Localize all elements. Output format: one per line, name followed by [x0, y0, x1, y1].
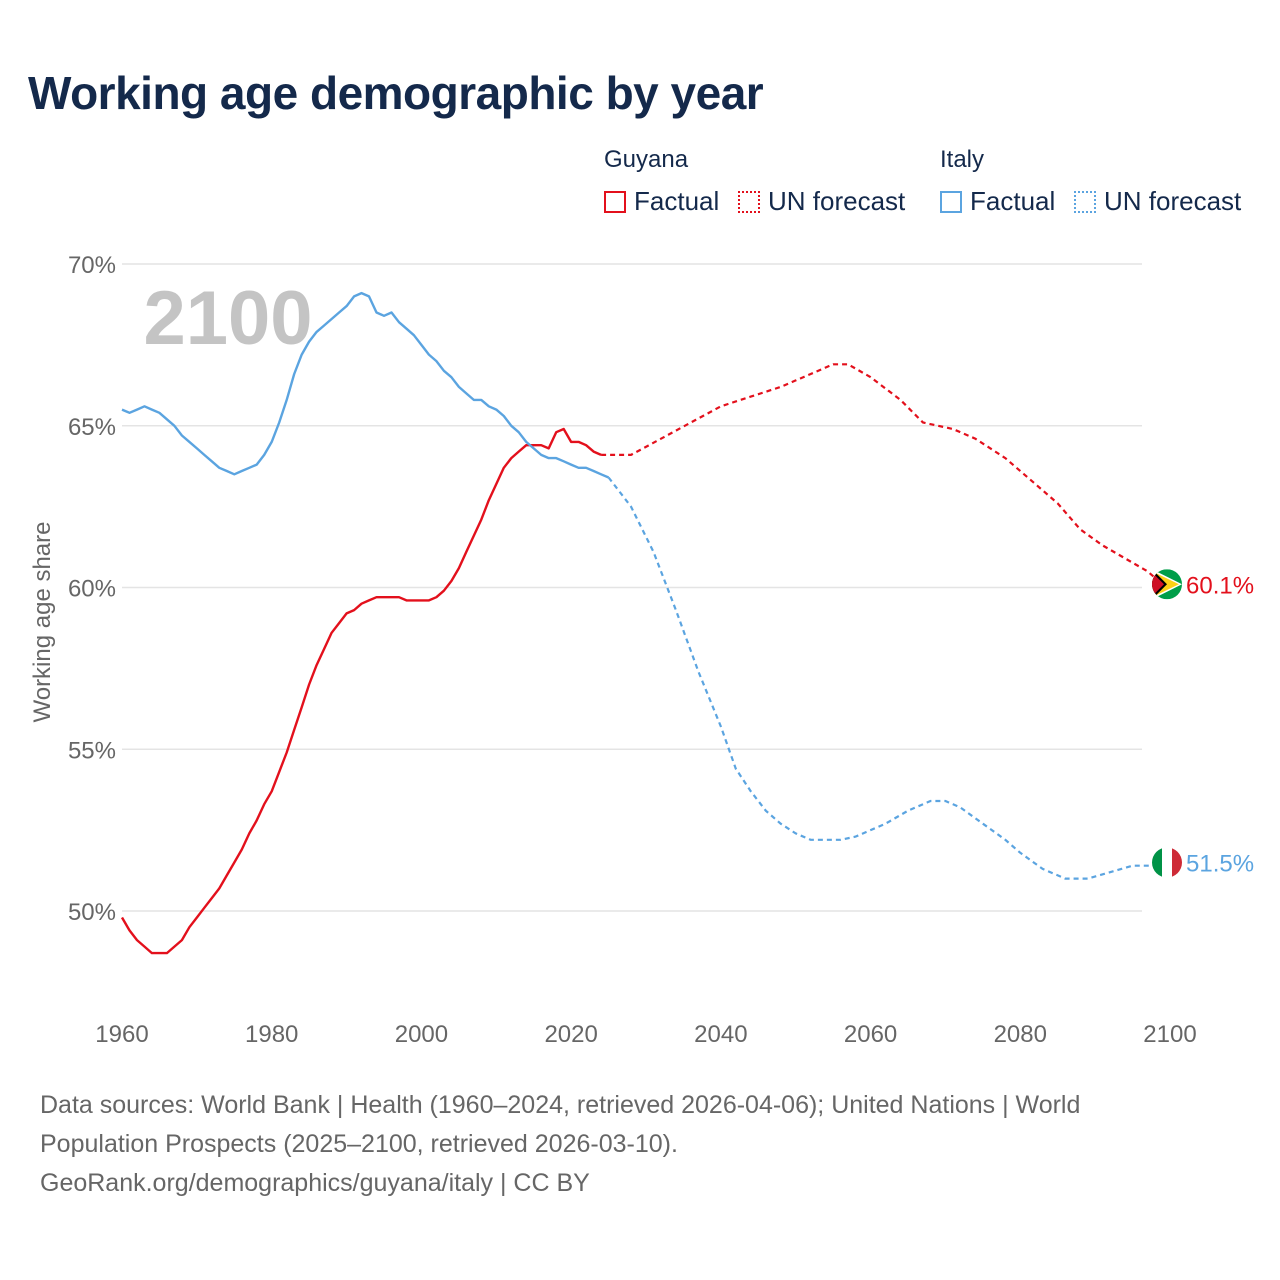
legend-italy-factual[interactable]: Factual: [940, 186, 1055, 217]
flag-body: [1152, 569, 1182, 600]
legend-guyana-forecast-label: UN forecast: [768, 186, 906, 216]
source-line-2: GeoRank.org/demographics/guyana/italy | …: [40, 1169, 590, 1197]
x-tick-label: 2040: [694, 1021, 747, 1048]
legend-swatch-italy-factual: [940, 190, 962, 213]
flag-red-triangle: [1152, 572, 1164, 597]
x-tick-label: 1980: [245, 1021, 298, 1048]
end-value-label-guyana: 60.1%: [1186, 572, 1254, 599]
flag-white-band: [1162, 847, 1172, 878]
flag-green-band: [1152, 847, 1162, 878]
x-tick-label: 2060: [844, 1021, 897, 1048]
legend-swatch-guyana-forecast: [738, 190, 760, 213]
legend-guyana-forecast[interactable]: UN forecast: [738, 186, 905, 217]
legend-italy-forecast-label: UN forecast: [1104, 186, 1242, 216]
series-line-guyana-forecast: [601, 363, 1170, 586]
grid-layer: [122, 263, 1142, 912]
series-line-guyana-factual: [120, 427, 602, 955]
flag-red-band: [1172, 847, 1182, 878]
legend-italy-factual-label: Factual: [970, 186, 1056, 216]
legend-swatch-italy-forecast: [1074, 190, 1096, 213]
italy-flag-icon: [1152, 847, 1182, 878]
legend-group-italy: Italy: [940, 146, 985, 173]
x-tick-label: 2000: [395, 1021, 448, 1048]
y-tick-label: 60%: [68, 576, 116, 603]
axis-layer: 50% 55% 60% 65% 70% 1960 1980 2000 2020 2040 2060 2…: [68, 252, 1197, 1048]
chart-title: Working age demographic by year: [28, 67, 764, 119]
x-tick-label: 1960: [95, 1021, 148, 1048]
series-line-italy-factual: [121, 291, 610, 479]
endpoint-layer: 60.1% 51.5%: [1152, 569, 1254, 878]
x-tick-label: 2080: [994, 1021, 1047, 1048]
x-tick-label: 2020: [544, 1021, 597, 1048]
y-tick-label: 55%: [68, 737, 116, 764]
end-value-label-italy: 51.5%: [1186, 850, 1254, 877]
source-line-1: Data sources: World Bank | Health (1960–…: [40, 1091, 1081, 1158]
legend-guyana-factual-label: Factual: [634, 186, 720, 216]
y-tick-label: 70%: [68, 252, 116, 279]
y-axis-label: Working age share: [29, 522, 56, 723]
x-tick-label: 2100: [1143, 1021, 1196, 1048]
line-chart: 2100 50% 55% 60% 65% 70% 1960 1980 2000 2020 2040…: [29, 252, 1254, 1048]
guyana-flag-icon: [1152, 569, 1182, 600]
year-overlay: 2100: [143, 276, 312, 361]
flag-body: [1152, 847, 1182, 878]
y-tick-label: 50%: [68, 899, 116, 926]
legend-swatch-guyana-factual: [604, 190, 626, 213]
legend-italy-forecast[interactable]: UN forecast: [1074, 186, 1241, 217]
series-layer: [120, 291, 1171, 955]
series-line-italy-forecast: [607, 476, 1171, 880]
legend-guyana-factual[interactable]: Factual: [604, 186, 719, 217]
y-tick-label: 65%: [68, 414, 116, 441]
legend-group-guyana: Guyana: [604, 146, 689, 173]
source-note: Data sources: World Bank | Health (1960–…: [40, 1086, 1150, 1203]
